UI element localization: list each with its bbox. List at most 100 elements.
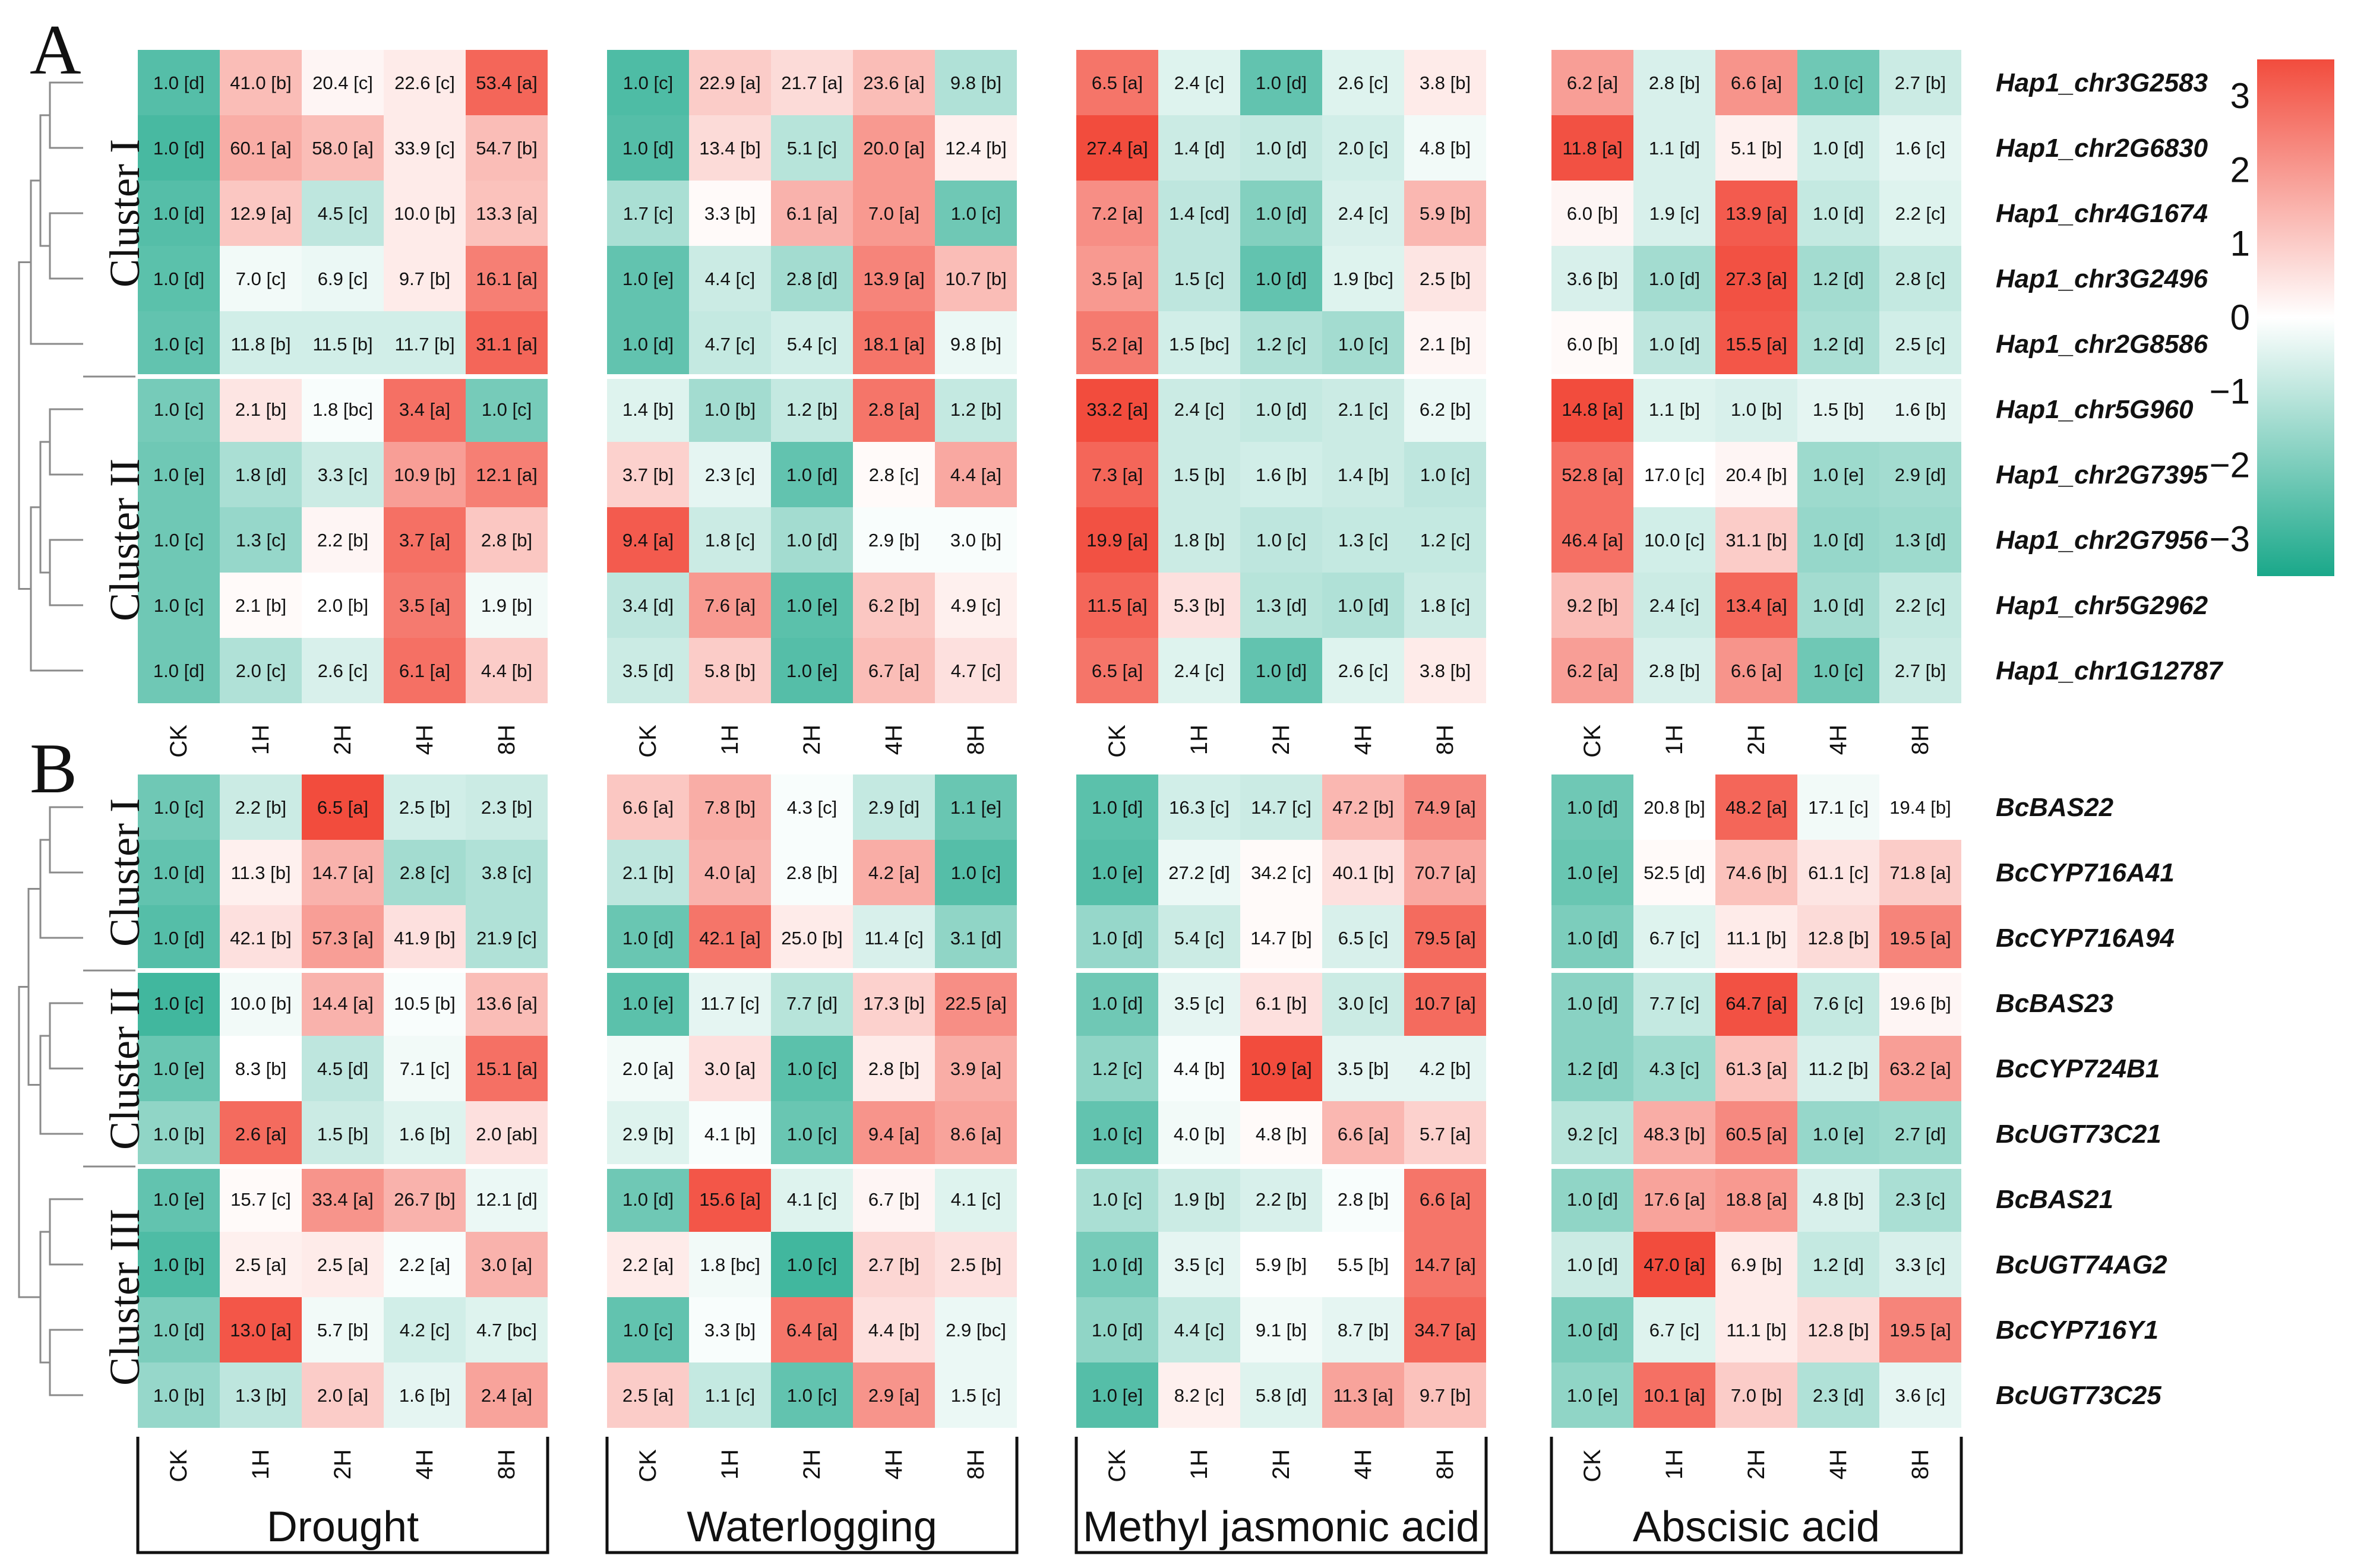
heatmap-cell: [1797, 905, 1879, 970]
heatmap-cell: [771, 1036, 853, 1101]
cell-value: 1.0 [d]: [622, 334, 674, 355]
heatmap-cell: [302, 115, 384, 181]
cell-value: 2.2 [b]: [317, 530, 368, 551]
cell-value: 9.8 [b]: [950, 334, 1001, 355]
heatmap-cell: [220, 246, 302, 311]
cell-value: 3.3 [b]: [704, 1320, 756, 1341]
cell-value: 1.0 [d]: [786, 530, 837, 551]
cell-value: 1.0 [c]: [623, 72, 673, 93]
heatmap-cell: [466, 50, 548, 115]
heatmap-cell: [1240, 507, 1322, 573]
cell-value: 2.7 [b]: [868, 1254, 919, 1275]
heatmap-cell: [1404, 840, 1486, 905]
heatmap-cell: [1797, 1166, 1879, 1232]
cell-value: 1.0 [e]: [1092, 1385, 1143, 1406]
heatmap-cell: [1322, 115, 1404, 181]
heatmap-cell: [1797, 1101, 1879, 1166]
heatmap-cell: [1551, 573, 1633, 638]
heatmap-cell: [1158, 905, 1240, 970]
dendrogram-branch: [49, 1198, 59, 1266]
column-label: 2H: [1268, 1449, 1294, 1480]
cell-value: 2.1 [b]: [1420, 334, 1471, 355]
cell-value: 1.1 [b]: [1649, 399, 1700, 420]
heatmap-cell: [1404, 970, 1486, 1036]
heatmap-cell: [771, 1101, 853, 1166]
cell-value: 42.1 [a]: [699, 928, 760, 949]
column-label: 2H: [799, 1449, 825, 1480]
heatmap-cell: [466, 1101, 548, 1166]
heatmap-cell: [1551, 246, 1633, 311]
dendrogram-branch: [49, 81, 59, 149]
cell-value: 11.5 [a]: [1087, 595, 1147, 616]
heatmap-cell: [384, 905, 466, 970]
cell-value: 6.6 [a]: [622, 797, 674, 818]
cell-value: 42.1 [b]: [230, 928, 291, 949]
heatmap-cell: [1879, 311, 1961, 377]
cell-value: 7.3 [a]: [1092, 464, 1143, 485]
cell-value: 11.2 [b]: [1808, 1058, 1868, 1079]
cell-value: 3.7 [a]: [399, 530, 450, 551]
gene-label: Hap1_chr3G2496: [1996, 264, 2208, 293]
cell-value: 2.2 [a]: [622, 1254, 674, 1275]
colorbar-tick: 1: [2230, 224, 2250, 264]
column-label: 2H: [1743, 1449, 1769, 1480]
cell-value: 71.8 [a]: [1889, 862, 1951, 883]
cell-value: 9.2 [c]: [1567, 1124, 1617, 1145]
cell-value: 2.8 [b]: [1338, 1189, 1389, 1210]
condition-title: Methyl jasmonic acid: [1083, 1503, 1480, 1551]
dendrogram-branch: [49, 1002, 59, 1070]
gene-label: BcCYP716A41: [1996, 858, 2175, 887]
cell-value: 4.8 [b]: [1813, 1189, 1864, 1210]
heatmap-cell: [220, 1036, 302, 1101]
heatmap-cell: [1715, 638, 1797, 703]
cell-value: 1.3 [b]: [235, 1385, 286, 1406]
heatmap-cell: [1158, 442, 1240, 507]
cell-value: 21.7 [a]: [781, 72, 842, 93]
cell-value: 1.0 [e]: [786, 595, 837, 616]
cell-value: 12.8 [b]: [1807, 1320, 1869, 1341]
cell-value: 2.0 [c]: [1338, 138, 1388, 159]
cell-value: 3.3 [b]: [704, 203, 756, 224]
heatmap-cell: [853, 50, 935, 115]
cell-value: 3.8 [b]: [1420, 72, 1471, 93]
heatmap-cell: [607, 181, 689, 246]
cell-value: 9.7 [b]: [399, 268, 450, 289]
cell-value: 2.8 [b]: [1649, 72, 1700, 93]
heatmap-cell: [220, 1232, 302, 1297]
dendrogram-branch: [49, 408, 59, 476]
column-label: 4H: [1825, 1449, 1851, 1480]
heatmap-cell: [689, 1297, 771, 1362]
cell-value: 3.5 [b]: [1338, 1058, 1389, 1079]
heatmap-cell: [1322, 507, 1404, 573]
heatmap-cell: [1076, 970, 1158, 1036]
heatmap-cell: [1240, 311, 1322, 377]
annotation-layer: 1.0 [d] 41.0 [b] 20.4 [c] 22.6 [c] 53.4 [a] 1…: [30, 10, 2224, 1551]
heatmap-cell: [466, 1036, 548, 1101]
heatmap-cell: [1633, 573, 1715, 638]
cell-value: 6.2 [b]: [1420, 399, 1471, 420]
column-label: 4H: [881, 725, 907, 755]
cell-value: 7.7 [c]: [1649, 993, 1699, 1014]
heatmap-cell: [1240, 1232, 1322, 1297]
cell-value: 13.9 [a]: [863, 268, 924, 289]
cell-value: 9.8 [b]: [950, 72, 1001, 93]
cell-value: 3.5 [a]: [399, 595, 450, 616]
cell-value: 74.9 [a]: [1414, 797, 1475, 818]
heatmap-cell: [1715, 507, 1797, 573]
heatmap-cell: [302, 1362, 384, 1428]
heatmap-cell: [1715, 246, 1797, 311]
heatmap-cell: [607, 905, 689, 970]
heatmap-cell: [466, 840, 548, 905]
heatmap-cell: [689, 573, 771, 638]
cell-value: 3.4 [a]: [399, 399, 450, 420]
heatmap-cell: [853, 1232, 935, 1297]
cell-value: 1.1 [d]: [1649, 138, 1700, 159]
heatmap-cell: [302, 1036, 384, 1101]
cell-value: 1.0 [c]: [1813, 72, 1863, 93]
heatmap-cell: [1633, 50, 1715, 115]
heatmap-cells: [135, 50, 1964, 1428]
cell-value: 16.1 [a]: [476, 268, 537, 289]
heatmap-cell: [1404, 246, 1486, 311]
colorbar: 3 2 1 0 −1 −2 −3: [2210, 59, 2334, 576]
heatmap-cell: [607, 1166, 689, 1232]
